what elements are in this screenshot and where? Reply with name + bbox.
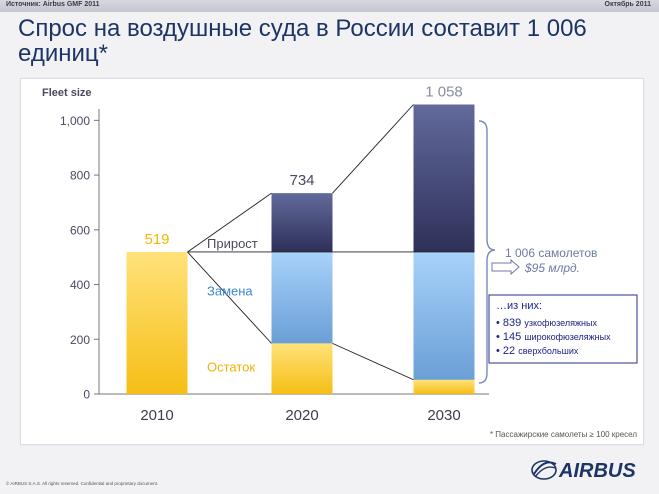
y-tick-label: 800 (70, 169, 90, 183)
bar-segment-remaining (126, 251, 188, 394)
arrow-right-icon (491, 258, 520, 276)
y-tick-label: 1,000 (60, 114, 90, 128)
series-label: Прирост (207, 236, 258, 251)
brace-icon (478, 120, 496, 384)
connector-line (187, 192, 272, 253)
x-tick-label: 2020 (285, 407, 318, 424)
bar-segment-growth (271, 193, 333, 252)
connector-line (187, 251, 272, 344)
y-tick-label: 200 (70, 333, 90, 347)
breakdown-title: …из них: (496, 300, 542, 312)
demand-total: 1 006 самолетов (505, 246, 597, 260)
source-label: Источник: Airbus GMF 2011 (6, 1, 100, 8)
y-tick-label: 400 (70, 278, 90, 292)
logo-text: AIRBUS (558, 460, 636, 482)
date-label: Октябрь 2011 (604, 1, 652, 8)
breakdown-item: • 145 широкофюзеляжных (496, 331, 611, 343)
page-title: Спрос на воздушные суда в России состави… (18, 15, 587, 67)
series-label: Замена (207, 284, 253, 299)
total-label: 519 (144, 231, 169, 248)
chart-panel: Fleet size 0 200 400 600 800 1,000 2010 2020 20… (20, 78, 644, 445)
y-axis-label: Fleet size (42, 87, 92, 99)
bar-segment-replacement (271, 251, 333, 344)
y-tick-label: 600 (70, 223, 90, 237)
copyright: © AIRBUS S.A.S. All rights reserved. Con… (6, 481, 159, 486)
bar-segment-growth (413, 104, 475, 252)
total-label: 1 058 (425, 83, 463, 100)
top-bar: Источник: Airbus GMF 2011 Октябрь 2011 (0, 0, 659, 12)
total-label: 734 (289, 172, 314, 189)
breakdown-box (488, 294, 638, 364)
fleet-chart: Fleet size 0 200 400 600 800 1,000 2010 2020 20… (42, 83, 638, 439)
connector-line (332, 104, 414, 194)
connector-line (332, 342, 414, 381)
airbus-logo: AIRBUS (531, 460, 636, 482)
x-tick-label: 2030 (427, 407, 460, 424)
x-tick-label: 2010 (140, 407, 173, 424)
footnote: * Пассажирские самолеты ≥ 100 кресел (490, 430, 637, 439)
y-tick-label: 0 (83, 388, 90, 402)
breakdown-item: • 22 сверхбольших (496, 345, 579, 357)
series-label: Остаток (207, 360, 255, 375)
bar-segment-replacement (413, 251, 475, 380)
bar-segment-remaining (413, 379, 475, 394)
demand-value: $95 млрд. (524, 261, 580, 275)
breakdown-item: • 839 узкофюзеляжных (496, 317, 597, 329)
bar-segment-remaining (271, 343, 333, 394)
airbus-swoosh-icon (531, 460, 557, 480)
